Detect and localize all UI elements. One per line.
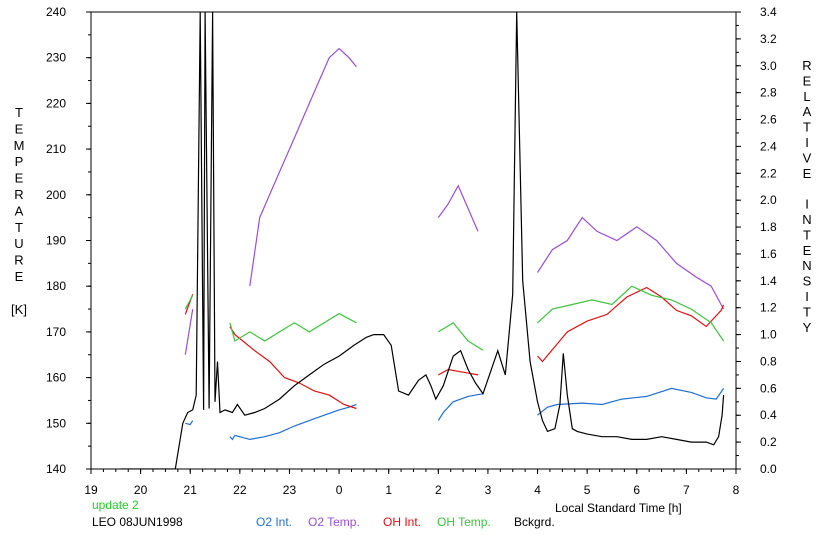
y-left-tick-label: 160 xyxy=(46,371,66,385)
right-label-char: E xyxy=(803,166,812,181)
site-date-label: LEO 08JUN1998 xyxy=(92,515,183,529)
y-left-tick-label: 180 xyxy=(46,279,66,293)
y-right-tick-label: 2.4 xyxy=(760,139,777,153)
left-label-char: M xyxy=(14,138,25,153)
right-label-char: N xyxy=(802,258,811,273)
series-line-4 xyxy=(120,12,725,469)
x-tick-label: 4 xyxy=(534,483,541,497)
x-tick-label: 7 xyxy=(683,483,690,497)
x-tick-label: 5 xyxy=(584,483,591,497)
x-tick-label: 21 xyxy=(184,483,198,497)
x-tick-label: 1 xyxy=(385,483,392,497)
y-right-tick-label: 2.6 xyxy=(760,113,777,127)
right-label-char: V xyxy=(803,150,812,165)
x-tick-label: 0 xyxy=(336,483,343,497)
y-right-tick-label: 2.8 xyxy=(760,86,777,100)
right-label-char: I xyxy=(805,197,809,212)
left-axis: 140 150 160 170 180 190 200 210 220 230 240 xyxy=(46,5,91,476)
right-label-char: T xyxy=(803,304,811,319)
y-right-tick-label: 2.0 xyxy=(760,193,777,207)
right-label-char: N xyxy=(802,212,811,227)
right-label-char: I xyxy=(805,289,809,304)
legend-oh-temp: OH Temp. xyxy=(437,515,491,529)
y-left-tick-label: 200 xyxy=(46,188,66,202)
left-label-char: R xyxy=(14,187,23,202)
x-axis-label: Local Standard Time [h] xyxy=(555,501,682,515)
x-tick-label: 8 xyxy=(733,483,740,497)
right-label-char: E xyxy=(803,73,812,88)
y-right-tick-label: 3.0 xyxy=(760,59,777,73)
y-right-tick-label: 0.2 xyxy=(760,435,777,449)
y-left-tick-label: 220 xyxy=(46,96,66,110)
legend-o2-int: O2 Int. xyxy=(256,515,292,529)
y-right-tick-label: 0.8 xyxy=(760,354,777,368)
x-tick-label: 3 xyxy=(485,483,492,497)
right-axis: 0.0 0.2 0.4 0.6 0.8 1.0 1.2 1.4 1.6 1.8 2.0 2.2 2.4 2… xyxy=(736,5,777,476)
right-label-char: T xyxy=(803,227,811,242)
legend-bckgrd: Bckgrd. xyxy=(514,515,555,529)
x-tick-label: 6 xyxy=(633,483,640,497)
y-right-tick-label: 1.6 xyxy=(760,247,777,261)
y-left-tick-label: 210 xyxy=(46,142,66,156)
x-tick-label: 23 xyxy=(283,483,297,497)
y-right-tick-label: 2.2 xyxy=(760,166,777,180)
right-label-char: Y xyxy=(803,320,812,335)
y-right-tick-label: 1.2 xyxy=(760,301,777,315)
y-right-tick-label: 3.4 xyxy=(760,5,777,19)
y-left-tick-label: 140 xyxy=(46,462,66,476)
right-label-char: E xyxy=(803,243,812,258)
y-left-tick-label: 230 xyxy=(46,51,66,65)
y-left-tick-label: 190 xyxy=(46,234,66,248)
right-label-char: I xyxy=(805,135,809,150)
series-line-0 xyxy=(185,387,725,441)
y-right-tick-label: 1.4 xyxy=(760,274,777,288)
left-label-char: E xyxy=(15,269,24,284)
x-tick-label: 22 xyxy=(233,483,247,497)
y-left-tick-label: 170 xyxy=(46,325,66,339)
left-label-char: [K] xyxy=(11,302,27,317)
right-label-char: L xyxy=(803,89,810,104)
left-label-char: E xyxy=(15,171,24,186)
x-tick-label: 20 xyxy=(134,483,148,497)
left-label-char: E xyxy=(15,121,24,136)
series-line-1 xyxy=(184,47,725,355)
y-right-tick-label: 3.2 xyxy=(760,32,777,46)
y-left-tick-label: 150 xyxy=(46,416,66,430)
y-right-tick-label: 1.8 xyxy=(760,220,777,234)
plot-frame xyxy=(90,11,737,470)
legend-oh-int: OH Int. xyxy=(383,515,421,529)
series-line-2 xyxy=(184,286,725,410)
y-right-tick-label: 1.0 xyxy=(760,328,777,342)
left-label-char: R xyxy=(14,253,23,268)
right-label-char: T xyxy=(803,120,811,135)
x-tick-label: 19 xyxy=(84,483,98,497)
y-right-tick-label: 0.4 xyxy=(760,408,777,422)
left-label-char: T xyxy=(15,220,23,235)
x-tick-label: 2 xyxy=(435,483,442,497)
y-right-tick-label: 0.6 xyxy=(760,381,777,395)
legend-o2-temp: O2 Temp. xyxy=(308,515,360,529)
y-left-tick-label: 240 xyxy=(46,5,66,19)
series-layer xyxy=(120,12,725,469)
right-label-char: S xyxy=(803,274,812,289)
left-label-char: U xyxy=(14,236,23,251)
series-line-3 xyxy=(184,285,725,351)
update-label: update 2 xyxy=(92,498,139,512)
bottom-axis: 19 20 21 22 23 0 1 2 3 4 5 6 7 8 xyxy=(84,469,740,497)
left-label-char: P xyxy=(15,154,24,169)
right-label-char: R xyxy=(802,58,811,73)
left-label-char: A xyxy=(15,203,24,218)
right-label-char: A xyxy=(803,104,812,119)
left-label-char: T xyxy=(15,105,23,120)
y-right-tick-label: 0.0 xyxy=(760,462,777,476)
